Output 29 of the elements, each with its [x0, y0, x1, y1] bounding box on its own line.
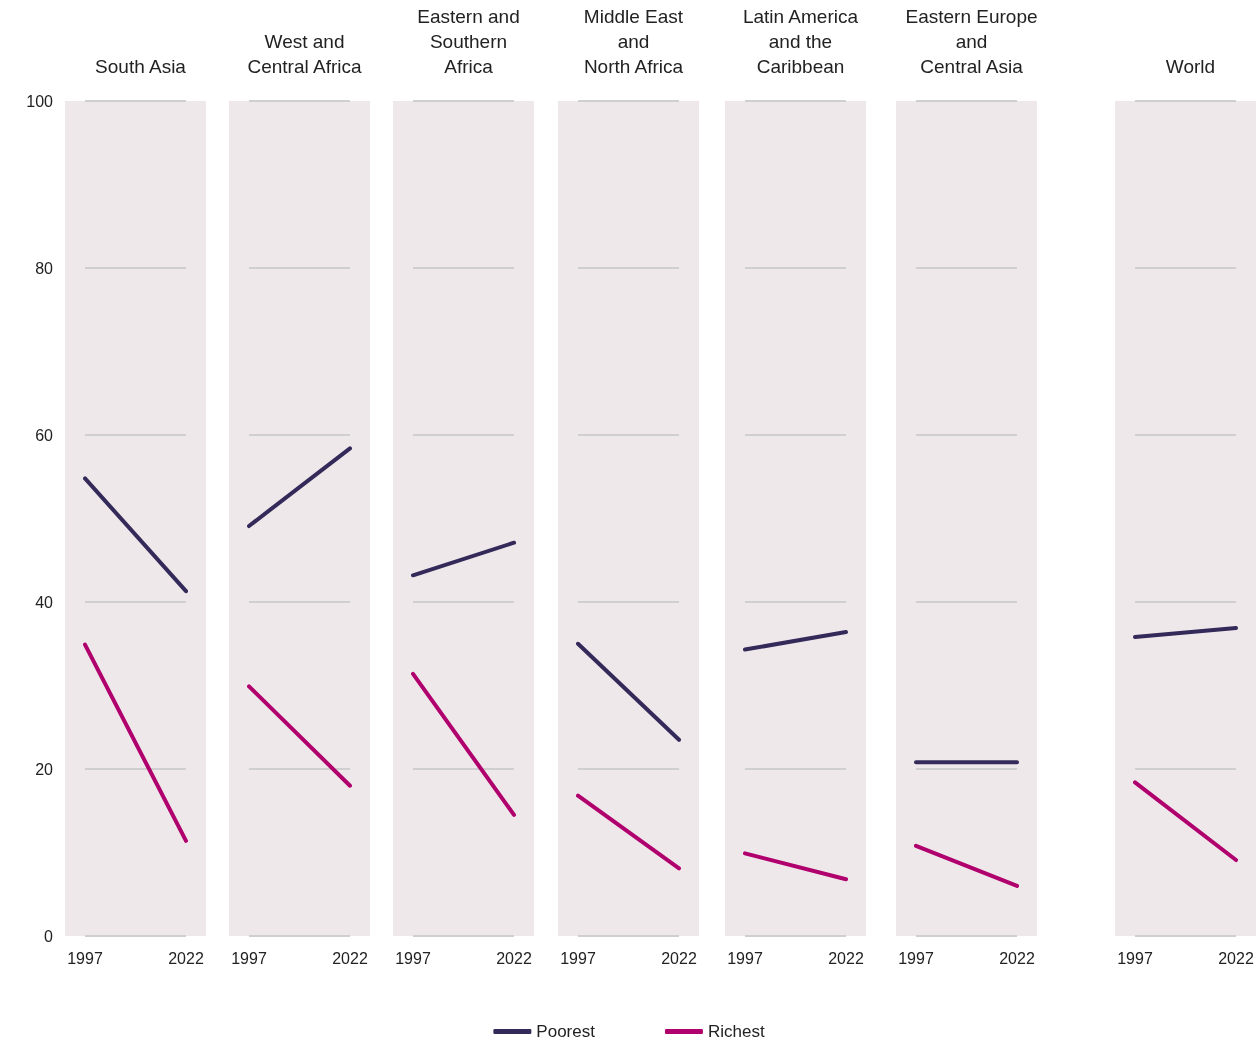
x-tick-label: 2022 [1218, 949, 1254, 967]
y-tick-label: 100 [26, 92, 54, 110]
chart-title: Eastern and Southern Africa [417, 6, 520, 77]
chart-title: West and Central Africa [247, 31, 362, 77]
y-tick-label: 0 [44, 927, 54, 945]
x-tick-label: 1997 [231, 949, 267, 967]
x-tick-label: 1997 [727, 949, 763, 967]
x-tick-label: 1997 [1117, 949, 1153, 967]
x-tick-label: 2022 [661, 949, 697, 967]
x-tick-label: 2022 [168, 949, 204, 967]
x-tick-label: 1997 [67, 949, 103, 967]
x-tick-label: 2022 [496, 949, 532, 967]
legend-label: Poorest [536, 1022, 596, 1041]
x-tick-label: 1997 [898, 949, 934, 967]
chart-title: Latin America and the Caribbean [742, 6, 859, 77]
x-tick-label: 1997 [395, 949, 431, 967]
y-tick-label: 80 [35, 259, 54, 277]
chart-title: South Asia [95, 56, 187, 77]
x-tick-label: 2022 [999, 949, 1035, 967]
legend-label: Richest [707, 1022, 765, 1041]
x-tick-label: 2022 [828, 949, 864, 967]
chart-title: Eastern Europe and Central Asia [905, 6, 1038, 77]
x-tick-label: 2022 [332, 949, 368, 967]
x-tick-label: 1997 [560, 949, 596, 967]
y-tick-label: 60 [35, 426, 54, 444]
y-tick-label: 20 [35, 760, 54, 778]
chart-title: World [1165, 56, 1216, 77]
y-tick-label: 40 [35, 593, 54, 611]
chart-title: Middle East and North Africa [583, 6, 684, 77]
